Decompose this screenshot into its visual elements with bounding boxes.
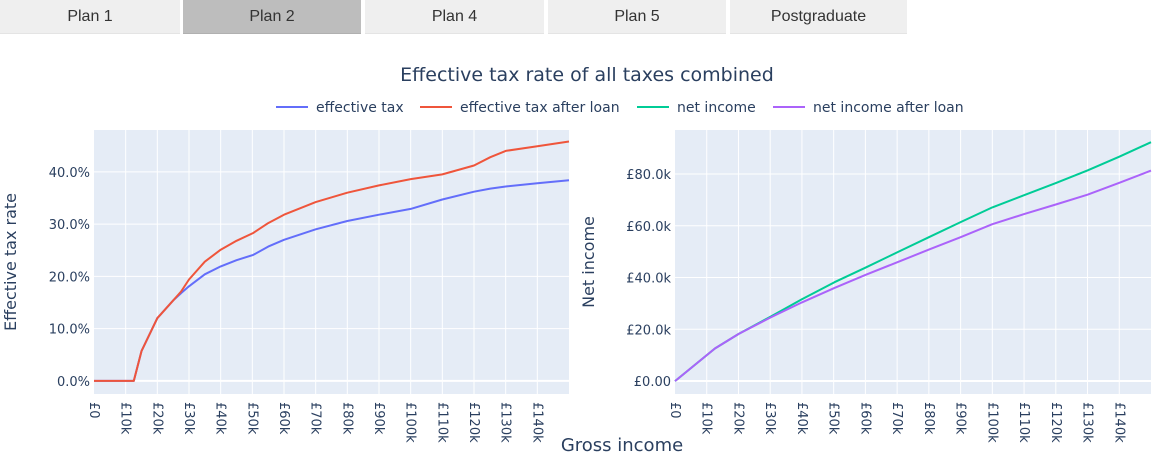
chart-panel-1: £0 £10k £20k £30k £40k £50k £60k £70k £80k £90k £1…: [1, 130, 570, 443]
plot-area: [94, 130, 569, 394]
y-tick-label: 10.0%: [49, 323, 90, 338]
x-tick-label: £20k: [730, 402, 745, 435]
legend-item: net income after loan: [773, 100, 964, 116]
legend-item: net income: [637, 100, 756, 116]
x-tick-label: £30k: [762, 402, 777, 435]
x-tick-label: £70k: [308, 402, 323, 435]
y-axis-title: Effective tax rate: [1, 193, 20, 331]
x-tick-label: £60k: [276, 402, 291, 435]
y-tick-label: £60.0k: [626, 220, 671, 235]
chart-panel-2: £0 £10k £20k £30k £40k £50k £60k £70k £80k £90k £1…: [579, 130, 1152, 443]
plot-area: [675, 130, 1151, 394]
x-tick-label: £110k: [1016, 402, 1031, 443]
x-tick-label: £70k: [889, 402, 904, 435]
y-tick-label: 20.0%: [49, 270, 90, 285]
series-line-effective-tax-after-loan: [94, 140, 570, 382]
y-tick-label: 30.0%: [49, 218, 90, 233]
legend-label: effective tax: [316, 100, 404, 116]
x-tick-label: £120k: [466, 402, 481, 443]
y-tick-label: £20.0k: [626, 323, 671, 338]
tab-plan-2[interactable]: Plan 2: [183, 0, 361, 34]
legend: effective tax effective tax after loan net…: [276, 100, 964, 116]
figure-title: Effective tax rate of all taxes combined: [400, 64, 774, 86]
x-tick-label: £130k: [498, 402, 513, 443]
plan-tab-bar: Plan 1 Plan 2 Plan 4 Plan 5 Postgraduate: [0, 0, 1174, 34]
x-axis-title: Gross income: [561, 435, 683, 456]
x-tick-label: £50k: [244, 402, 259, 435]
x-tick-label: £50k: [826, 402, 841, 435]
series-line-net-income-after-loan: [674, 169, 1152, 382]
legend-label: net income after loan: [813, 100, 964, 116]
x-tick-label: £0: [86, 402, 101, 419]
figure: Effective tax rate of all taxes combined…: [1, 64, 1152, 456]
y-tick-label: £80.0k: [626, 168, 671, 183]
x-tick-label: £110k: [434, 402, 449, 443]
x-tick-label: £40k: [794, 402, 809, 435]
x-tick-label: £90k: [953, 402, 968, 435]
x-tick-label: £10k: [118, 402, 133, 435]
tab-postgraduate[interactable]: Postgraduate: [730, 0, 907, 34]
legend-item: effective tax: [276, 100, 404, 116]
tab-plan-5[interactable]: Plan 5: [548, 0, 726, 34]
x-tick-label: £100k: [403, 402, 418, 443]
x-tick-label: £30k: [181, 402, 196, 435]
x-tick-label: £130k: [1080, 402, 1095, 443]
x-tick-label: £20k: [149, 402, 164, 435]
legend-label: net income: [677, 100, 756, 116]
x-tick-label: £80k: [339, 402, 354, 435]
x-tick-label: £140k: [529, 402, 544, 443]
tab-plan-4[interactable]: Plan 4: [365, 0, 544, 34]
x-tick-label: £40k: [213, 402, 228, 435]
legend-label: effective tax after loan: [460, 100, 620, 116]
x-tick-label: £0: [667, 402, 682, 419]
tab-plan-1[interactable]: Plan 1: [0, 0, 180, 34]
y-tick-label: 40.0%: [49, 166, 90, 181]
y-tick-label: £0.00: [634, 375, 671, 390]
x-tick-label: £100k: [984, 402, 999, 443]
y-tick-label: 0.0%: [57, 375, 90, 390]
x-tick-label: £80k: [921, 402, 936, 435]
x-tick-label: £140k: [1111, 402, 1126, 443]
y-tick-label: £40.0k: [626, 272, 671, 287]
x-tick-label: £90k: [371, 402, 386, 435]
x-tick-label: £10k: [699, 402, 714, 435]
x-tick-label: £120k: [1048, 402, 1063, 443]
legend-item: effective tax after loan: [420, 100, 620, 116]
y-axis-title: Net income: [579, 216, 598, 308]
x-tick-label: £60k: [857, 402, 872, 435]
